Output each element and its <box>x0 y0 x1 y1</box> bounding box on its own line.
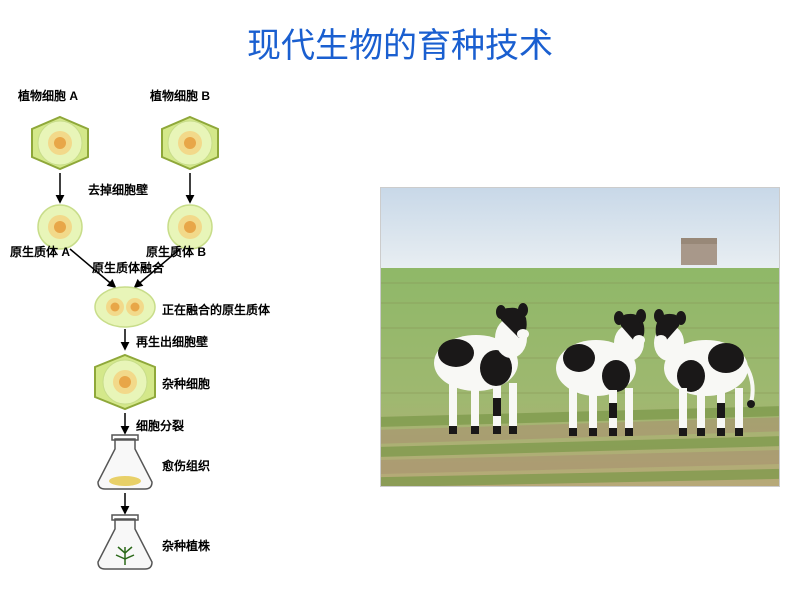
content-row: 植物细胞 A 植物细胞 B 去掉细胞壁 原生质体 A 原生质体 B 原生质体融合… <box>0 67 800 597</box>
label-callus: 愈伤组织 <box>162 457 210 474</box>
label-fusion: 原生质体融合 <box>92 259 164 276</box>
label-cell-division: 细胞分裂 <box>136 417 184 434</box>
label-cell-a: 植物细胞 A <box>18 87 78 104</box>
label-cell-b: 植物细胞 B <box>150 87 210 104</box>
label-regrow-wall: 再生出细胞壁 <box>136 333 208 350</box>
label-proto-a: 原生质体 A <box>10 243 70 260</box>
label-fusing: 正在融合的原生质体 <box>162 301 270 318</box>
label-remove-wall: 去掉细胞壁 <box>88 181 148 198</box>
label-hybrid-plant: 杂种植株 <box>162 537 210 554</box>
photo-column <box>370 87 790 587</box>
flowchart-column: 植物细胞 A 植物细胞 B 去掉细胞壁 原生质体 A 原生质体 B 原生质体融合… <box>10 87 350 587</box>
label-hybrid-cell: 杂种细胞 <box>162 375 210 392</box>
title-text: 现代生物的育种技术 <box>247 28 553 65</box>
photo-svg <box>381 188 780 487</box>
calves-photo <box>380 187 780 487</box>
page-title: 现代生物的育种技术 <box>0 0 800 67</box>
label-proto-b: 原生质体 B <box>146 243 206 260</box>
